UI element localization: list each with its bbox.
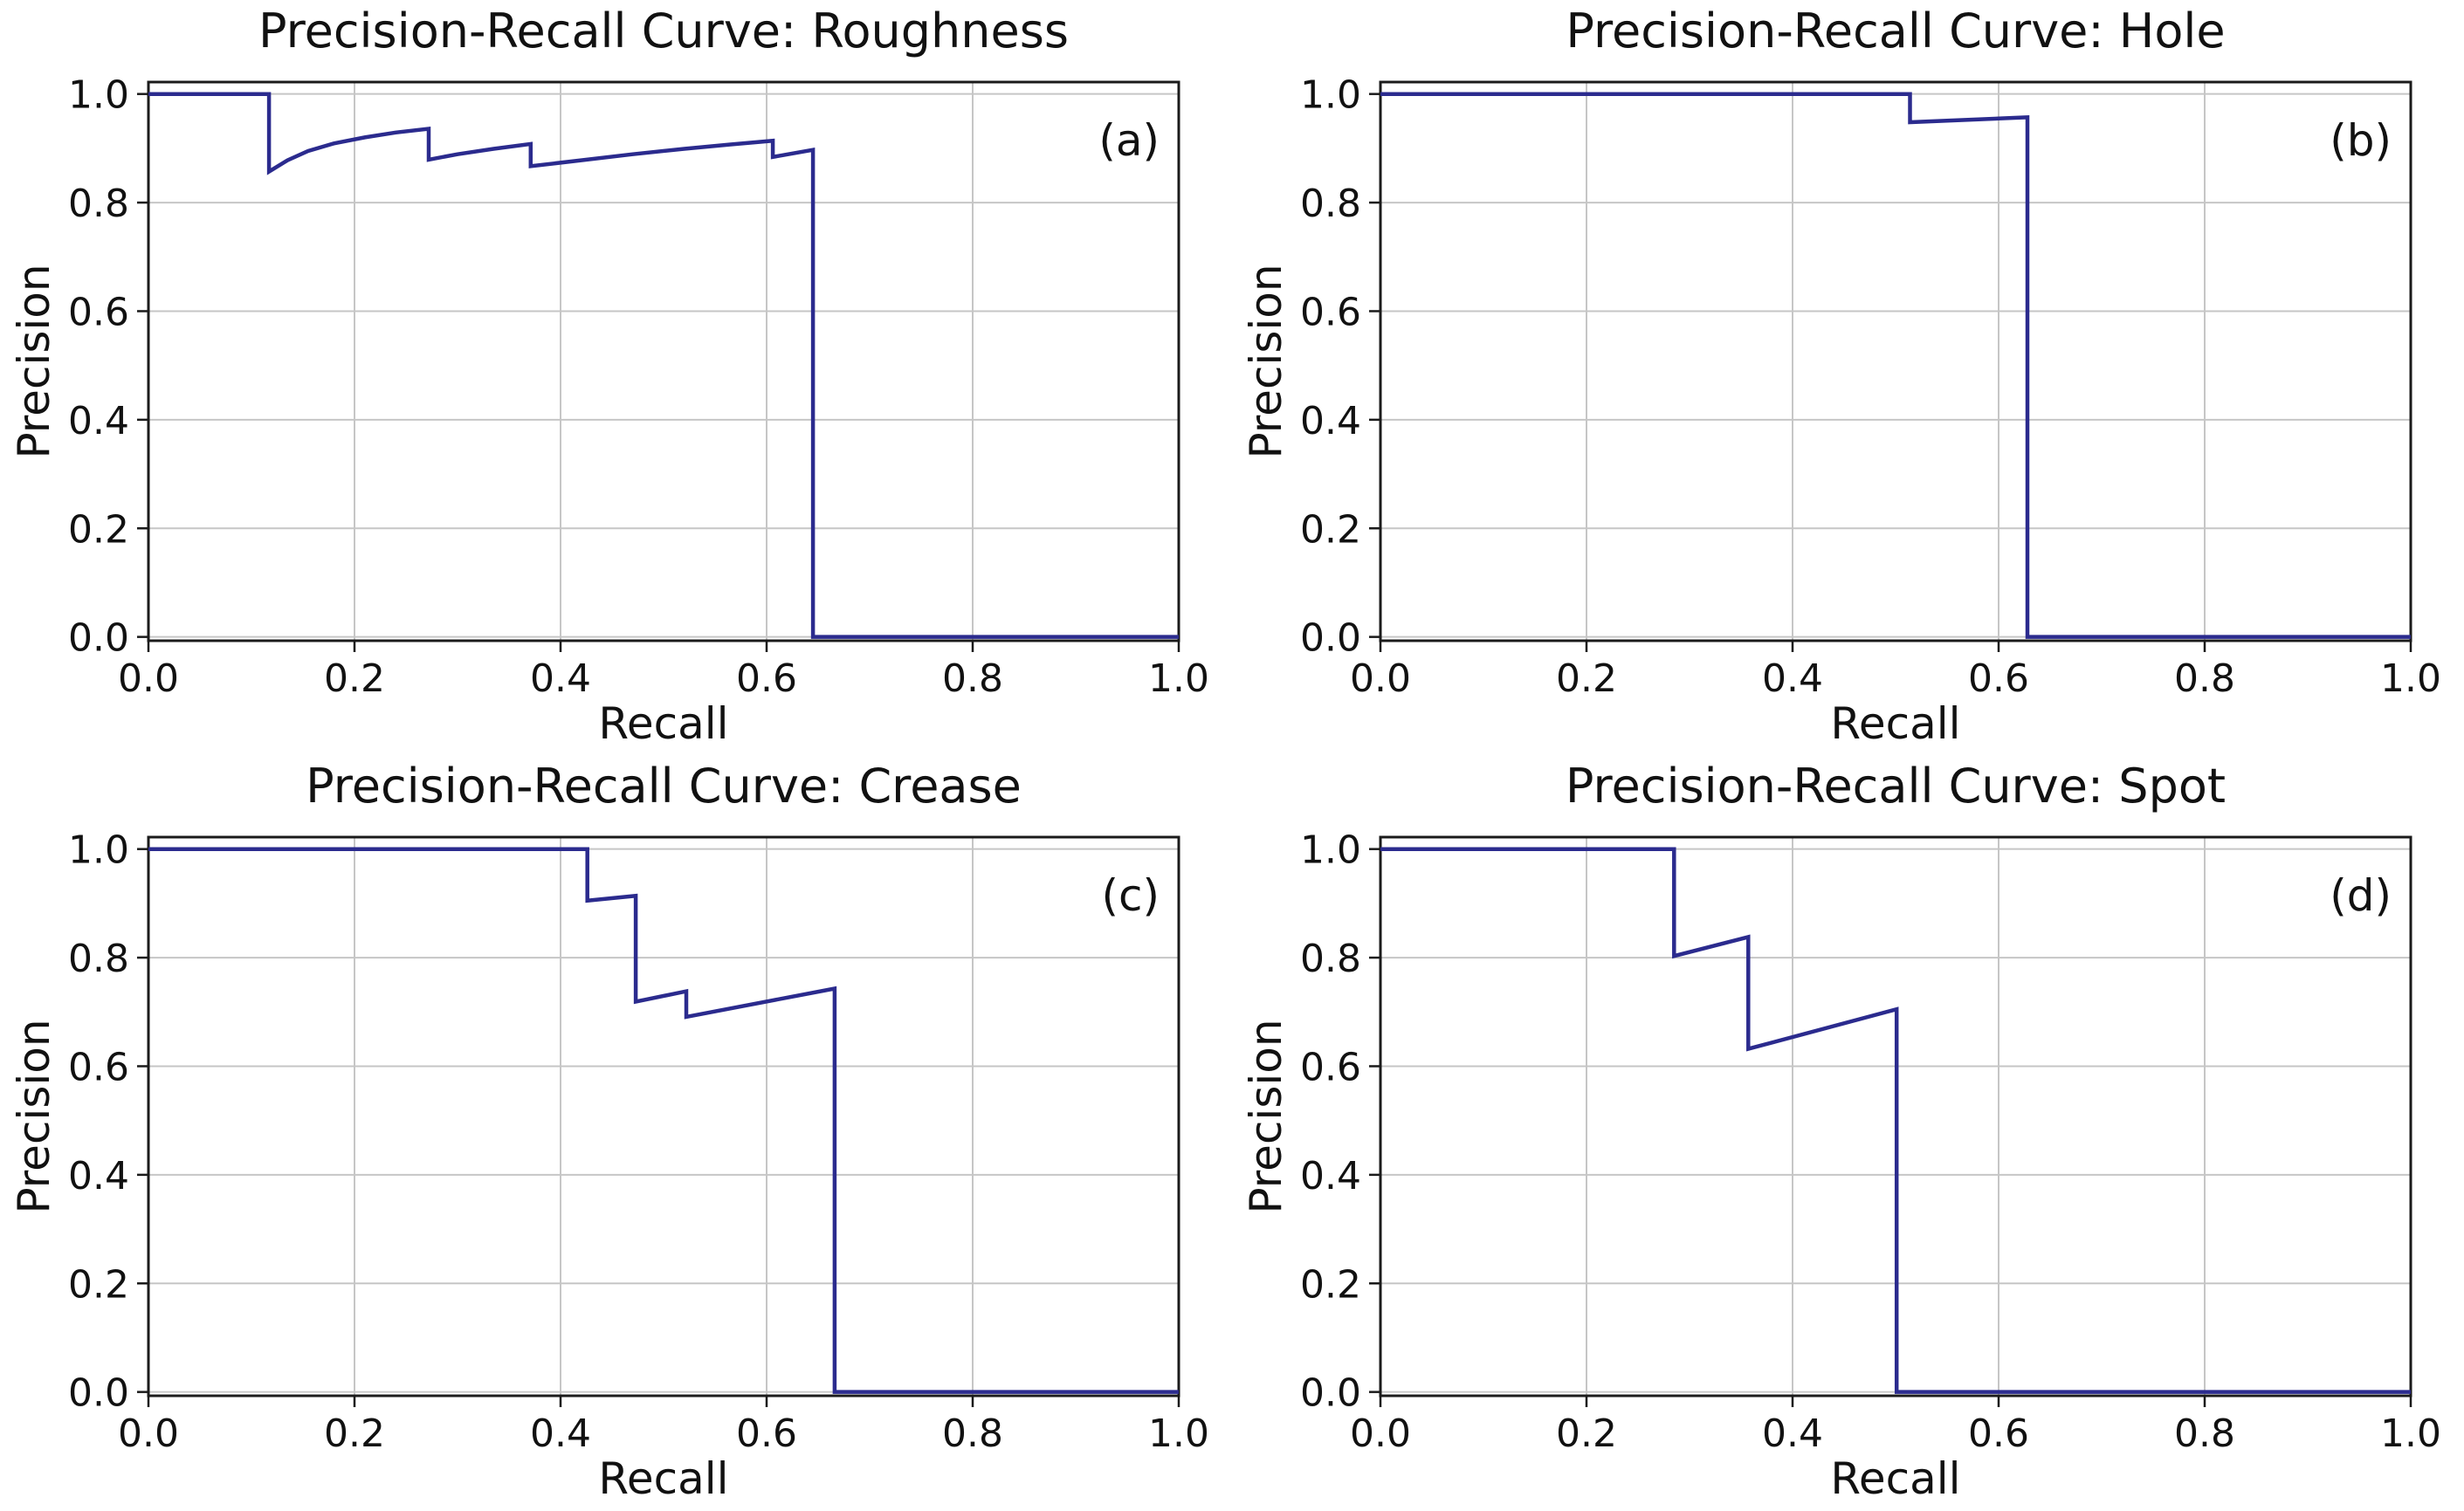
y-axis-label: Precision	[9, 264, 59, 458]
corner-label: (d)	[2330, 870, 2392, 921]
x-tick-label: 0.6	[736, 1411, 797, 1456]
x-tick-label: 1.0	[2380, 1411, 2441, 1456]
x-tick-label: 0.4	[530, 1411, 591, 1456]
panel-title: Precision-Recall Curve: Crease	[306, 759, 1022, 814]
x-tick-label: 0.2	[1556, 656, 1617, 701]
x-tick-label: 0.8	[942, 656, 1003, 701]
panel-spot: 0.0 0.2 0.4 0.6 0.8 1.0 0.0 0.2 0.4 0.6 0.8 1.0 Pre…	[1232, 755, 2464, 1511]
y-tick-label: 0.4	[68, 399, 129, 443]
y-tick-label: 0.6	[1300, 290, 1361, 334]
y-tick-label: 0.6	[68, 1045, 129, 1089]
y-tick-label: 0.0	[68, 616, 129, 661]
y-tick-label: 0.0	[68, 1371, 129, 1416]
y-tick-label: 0.8	[68, 937, 129, 981]
pr-curve-line	[148, 92, 1179, 639]
x-tick-label: 0.0	[1350, 656, 1411, 701]
y-tick-label: 0.4	[1300, 1154, 1361, 1198]
x-axis-label: Recall	[598, 1453, 728, 1504]
pr-curve-spot-plot: 0.0 0.2 0.4 0.6 0.8 1.0 0.0 0.2 0.4 0.6 0.8 1.0 Pre…	[1241, 759, 2441, 1504]
y-tick-label: 0.2	[1300, 507, 1361, 552]
y-tick-label: 1.0	[1300, 828, 1361, 873]
y-tick-label: 0.8	[1300, 182, 1361, 226]
y-tick-label: 0.8	[68, 182, 129, 226]
x-tick-label: 0.4	[1762, 1411, 1823, 1456]
panel-title: Precision-Recall Curve: Spot	[1566, 759, 2226, 814]
pr-curve-line	[1380, 847, 2411, 1394]
x-axis-label: Recall	[1830, 698, 1960, 749]
x-tick-label: 0.0	[1350, 1411, 1411, 1456]
x-tick-label: 0.4	[1762, 656, 1823, 701]
panel-crease: 0.0 0.2 0.4 0.6 0.8 1.0 0.0 0.2 0.4 0.6 0.8 1.0 Pre…	[0, 755, 1232, 1511]
y-tick-label: 1.0	[68, 73, 129, 118]
x-tick-label: 0.0	[118, 656, 179, 701]
x-tick-label: 1.0	[1148, 1411, 1209, 1456]
y-tick-label: 0.2	[68, 1262, 129, 1307]
x-tick-label: 0.6	[1968, 1411, 2029, 1456]
y-tick-label: 0.0	[1300, 616, 1361, 661]
pr-curve-roughness-plot: 0.0 0.2 0.4 0.6 0.8 1.0 0.0 0.2 0.4 0.6 0.8 1.0 Pre…	[9, 3, 1209, 749]
panel-title: Precision-Recall Curve: Hole	[1566, 3, 2225, 58]
y-tick-label: 1.0	[68, 828, 129, 873]
pr-curve-hole-plot: 0.0 0.2 0.4 0.6 0.8 1.0 0.0 0.2 0.4 0.6 0.8 1.0 Pre…	[1241, 3, 2441, 749]
panel-roughness: 0.0 0.2 0.4 0.6 0.8 1.0 0.0 0.2 0.4 0.6 0.8 1.0 Pre…	[0, 0, 1232, 756]
y-axis-label: Precision	[1241, 1019, 1291, 1213]
axes-frame	[1379, 835, 2412, 1398]
y-tick-label: 0.4	[1300, 399, 1361, 443]
y-tick-label: 0.4	[68, 1154, 129, 1198]
panel-title: Precision-Recall Curve: Roughness	[258, 3, 1069, 58]
pr-curve-line	[148, 847, 1179, 1394]
x-tick-label: 0.0	[118, 1411, 179, 1456]
x-tick-label: 0.8	[2174, 1411, 2235, 1456]
y-axis-label: Precision	[9, 1019, 59, 1213]
axes-frame	[147, 80, 1180, 642]
y-axis-label: Precision	[1241, 264, 1291, 458]
pr-curve-crease-plot: 0.0 0.2 0.4 0.6 0.8 1.0 0.0 0.2 0.4 0.6 0.8 1.0 Pre…	[9, 759, 1209, 1504]
axes-frame	[1379, 80, 2412, 642]
x-axis-label: Recall	[1830, 1453, 1960, 1504]
x-tick-label: 0.8	[942, 1411, 1003, 1456]
y-tick-label: 0.0	[1300, 1371, 1361, 1416]
x-tick-label: 0.2	[324, 1411, 385, 1456]
y-tick-label: 0.6	[68, 290, 129, 334]
y-tick-label: 1.0	[1300, 73, 1361, 118]
x-tick-label: 1.0	[1148, 656, 1209, 701]
x-tick-label: 0.4	[530, 656, 591, 701]
x-tick-label: 0.8	[2174, 656, 2235, 701]
y-tick-label: 0.2	[68, 507, 129, 552]
x-tick-label: 0.6	[1968, 656, 2029, 701]
y-tick-label: 0.2	[1300, 1262, 1361, 1307]
x-tick-label: 0.6	[736, 656, 797, 701]
x-axis-label: Recall	[598, 698, 728, 749]
x-tick-label: 1.0	[2380, 656, 2441, 701]
y-tick-label: 0.6	[1300, 1045, 1361, 1089]
y-tick-label: 0.8	[1300, 937, 1361, 981]
corner-label: (c)	[1101, 870, 1160, 921]
x-tick-label: 0.2	[1556, 1411, 1617, 1456]
corner-label: (a)	[1098, 115, 1160, 166]
corner-label: (b)	[2330, 115, 2392, 166]
panel-hole: 0.0 0.2 0.4 0.6 0.8 1.0 0.0 0.2 0.4 0.6 0.8 1.0 Pre…	[1232, 0, 2464, 756]
axes-frame	[147, 835, 1180, 1398]
pr-curve-line	[1380, 92, 2411, 639]
x-tick-label: 0.2	[324, 656, 385, 701]
